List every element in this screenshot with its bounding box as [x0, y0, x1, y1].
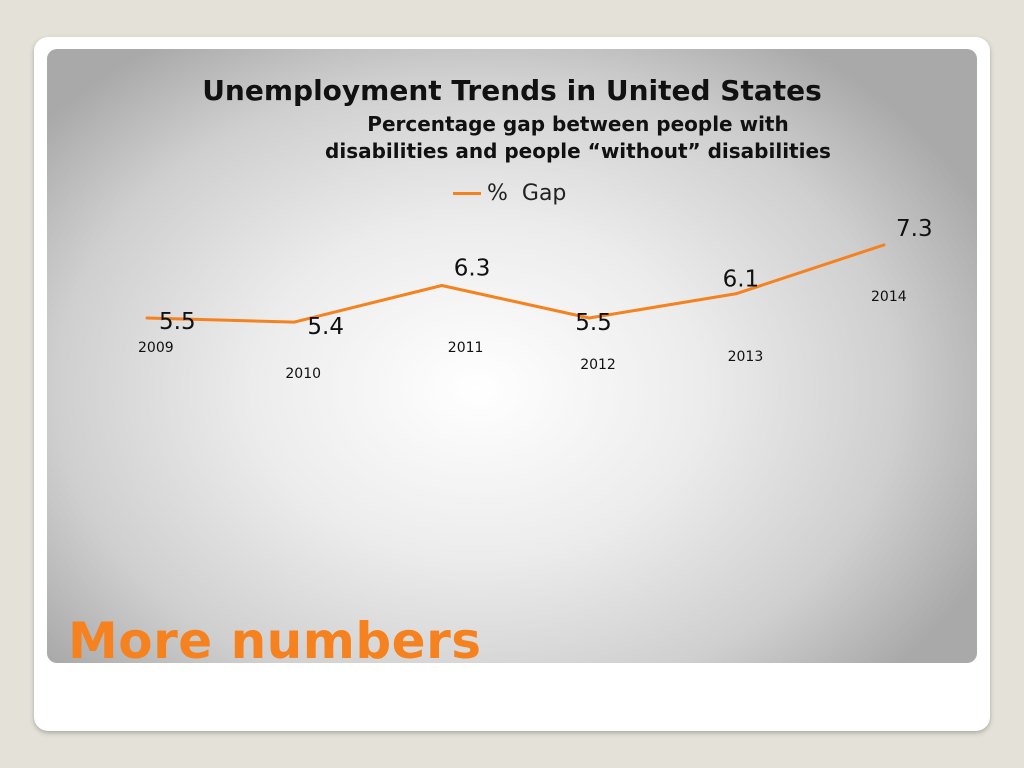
slide-title: More numbers [68, 612, 482, 670]
chart-subtitle: Percentage gap between people with disab… [325, 112, 831, 163]
data-label-2014: 7.3 [896, 216, 933, 242]
data-label-2009: 5.5 [159, 309, 196, 335]
data-point-2009 [145, 316, 149, 320]
chart-legend: % Gap [453, 179, 566, 207]
category-label-2009: 2009 [138, 340, 174, 356]
legend-series-label: % Gap [487, 180, 567, 206]
data-point-2014 [882, 243, 886, 247]
data-point-2013 [735, 292, 739, 296]
line-chart-plot: 5.5 5.4 6.3 5.5 6.1 7.3 2009 2010 2011 2012 2013 20… [138, 216, 933, 382]
data-label-2013: 6.1 [723, 267, 760, 293]
data-point-2012 [587, 316, 591, 320]
category-label-2010: 2010 [285, 366, 321, 382]
category-label-2013: 2013 [728, 349, 764, 365]
category-label-2014: 2014 [871, 289, 907, 305]
data-label-2010: 5.4 [307, 314, 344, 340]
category-label-2011: 2011 [448, 340, 484, 356]
data-point-2010 [292, 320, 296, 324]
chart-panel: Unemployment Trends in United States Per… [47, 49, 977, 663]
series-line-gap [146, 243, 885, 324]
chart-title: Unemployment Trends in United States [202, 74, 822, 107]
legend-line-swatch [453, 191, 481, 195]
data-label-2012: 5.5 [575, 310, 612, 336]
data-label-2011: 6.3 [454, 256, 491, 282]
data-point-2011 [440, 284, 444, 288]
category-label-2012: 2012 [580, 357, 616, 373]
